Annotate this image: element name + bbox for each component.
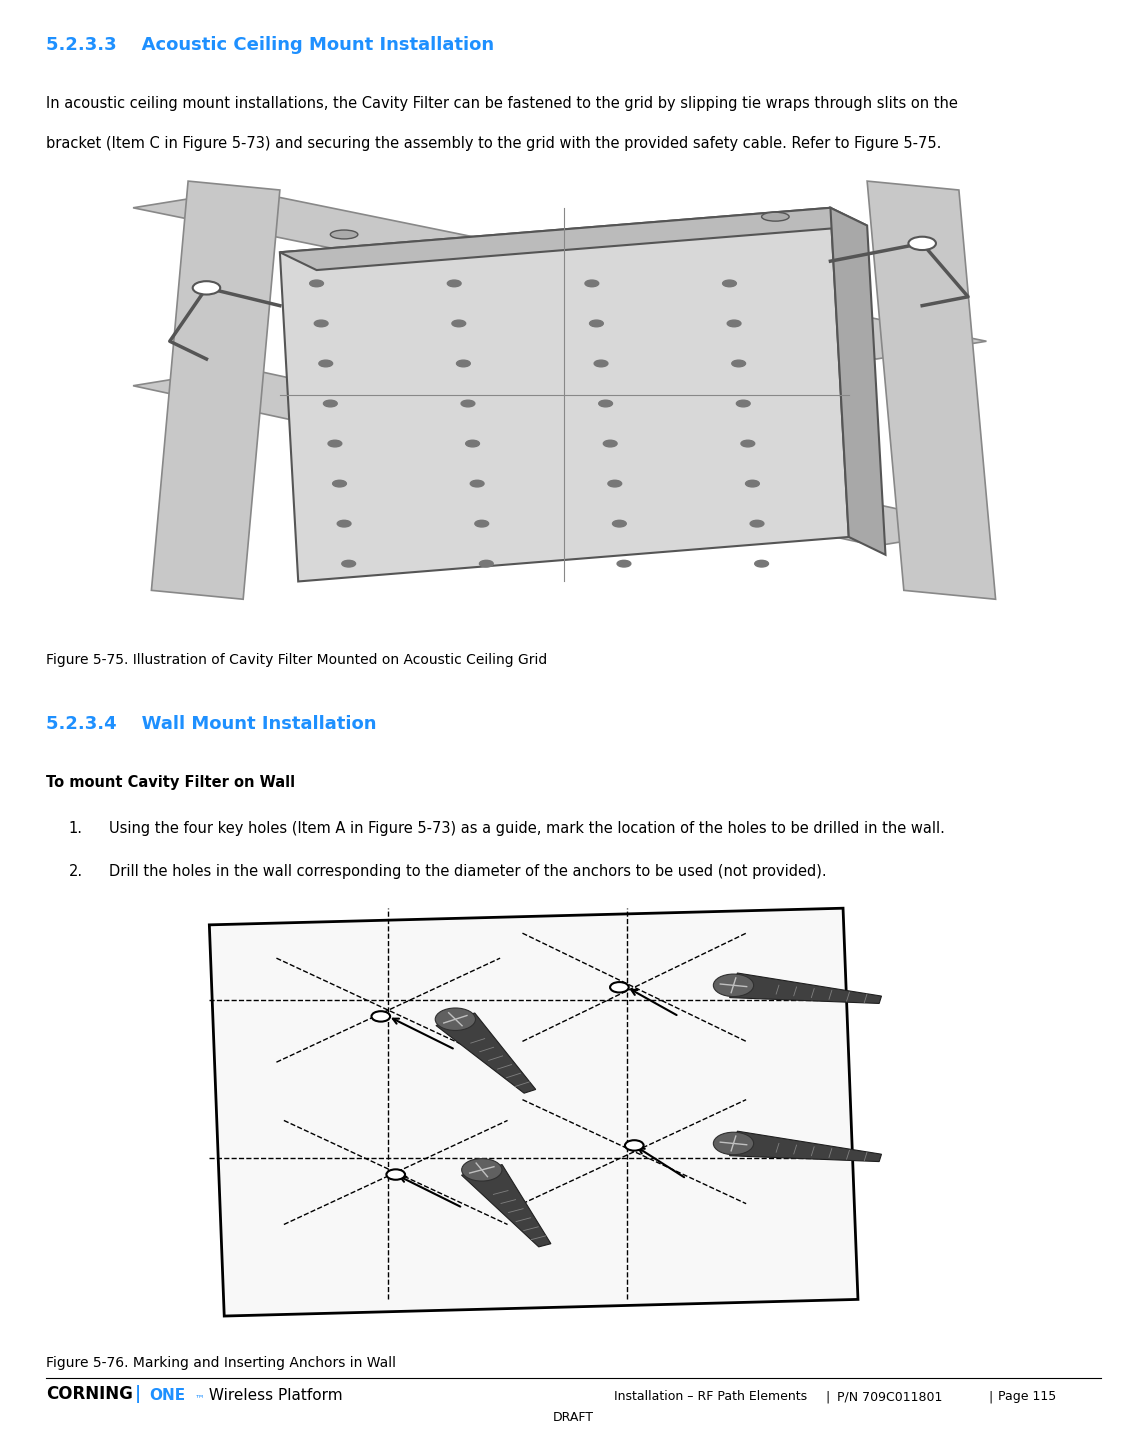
Ellipse shape bbox=[625, 1141, 643, 1151]
Polygon shape bbox=[461, 1165, 551, 1247]
Ellipse shape bbox=[193, 281, 220, 294]
Text: Figure 5-76. Marking and Inserting Anchors in Wall: Figure 5-76. Marking and Inserting Ancho… bbox=[46, 1356, 396, 1370]
Ellipse shape bbox=[461, 400, 475, 408]
Ellipse shape bbox=[603, 441, 617, 446]
Ellipse shape bbox=[713, 974, 754, 996]
Text: |: | bbox=[826, 1391, 830, 1403]
Polygon shape bbox=[830, 208, 885, 555]
Ellipse shape bbox=[736, 400, 750, 408]
Ellipse shape bbox=[746, 481, 759, 486]
Ellipse shape bbox=[314, 320, 328, 327]
Ellipse shape bbox=[755, 560, 768, 567]
Ellipse shape bbox=[372, 1012, 390, 1022]
Polygon shape bbox=[133, 189, 986, 359]
Text: |: | bbox=[989, 1391, 993, 1403]
Polygon shape bbox=[133, 367, 986, 545]
Text: ONE: ONE bbox=[149, 1389, 185, 1403]
Ellipse shape bbox=[457, 360, 470, 367]
Ellipse shape bbox=[617, 560, 631, 567]
Text: 2.: 2. bbox=[69, 864, 83, 878]
Ellipse shape bbox=[590, 320, 603, 327]
Ellipse shape bbox=[435, 1007, 476, 1030]
Text: Wireless Platform: Wireless Platform bbox=[204, 1389, 343, 1403]
Ellipse shape bbox=[337, 521, 351, 527]
Ellipse shape bbox=[475, 521, 489, 527]
Polygon shape bbox=[436, 1013, 536, 1093]
Ellipse shape bbox=[732, 360, 746, 367]
Ellipse shape bbox=[466, 441, 479, 446]
Text: |: | bbox=[135, 1385, 141, 1403]
Ellipse shape bbox=[342, 560, 356, 567]
Ellipse shape bbox=[479, 560, 493, 567]
Ellipse shape bbox=[727, 320, 741, 327]
Text: Figure 5-75. Illustration of Cavity Filter Mounted on Acoustic Ceiling Grid: Figure 5-75. Illustration of Cavity Filt… bbox=[46, 653, 547, 667]
Text: DRAFT: DRAFT bbox=[553, 1411, 594, 1424]
Ellipse shape bbox=[319, 360, 333, 367]
Ellipse shape bbox=[908, 237, 936, 250]
Ellipse shape bbox=[608, 481, 622, 486]
Polygon shape bbox=[729, 1131, 882, 1161]
Polygon shape bbox=[209, 908, 858, 1316]
Ellipse shape bbox=[462, 1158, 502, 1181]
Ellipse shape bbox=[594, 360, 608, 367]
Text: In acoustic ceiling mount installations, the Cavity Filter can be fastened to th: In acoustic ceiling mount installations,… bbox=[46, 96, 958, 110]
Ellipse shape bbox=[470, 481, 484, 486]
Polygon shape bbox=[280, 208, 849, 581]
Text: To mount Cavity Filter on Wall: To mount Cavity Filter on Wall bbox=[46, 775, 295, 789]
Ellipse shape bbox=[387, 1170, 405, 1180]
Ellipse shape bbox=[447, 280, 461, 287]
Ellipse shape bbox=[610, 982, 629, 993]
Text: P/N 709C011801: P/N 709C011801 bbox=[837, 1391, 943, 1403]
Polygon shape bbox=[867, 181, 996, 600]
Text: Using the four key holes (Item A in Figure 5-73) as a guide, mark the location o: Using the four key holes (Item A in Figu… bbox=[109, 821, 945, 835]
Text: 5.2.3.3    Acoustic Ceiling Mount Installation: 5.2.3.3 Acoustic Ceiling Mount Installat… bbox=[46, 36, 494, 55]
Ellipse shape bbox=[723, 280, 736, 287]
Ellipse shape bbox=[599, 400, 612, 408]
Ellipse shape bbox=[333, 481, 346, 486]
Text: 1.: 1. bbox=[69, 821, 83, 835]
Ellipse shape bbox=[310, 280, 323, 287]
Ellipse shape bbox=[750, 521, 764, 527]
Ellipse shape bbox=[330, 230, 358, 238]
Text: 5.2.3.4    Wall Mount Installation: 5.2.3.4 Wall Mount Installation bbox=[46, 715, 376, 733]
Ellipse shape bbox=[323, 400, 337, 408]
Ellipse shape bbox=[452, 320, 466, 327]
Ellipse shape bbox=[328, 441, 342, 446]
Ellipse shape bbox=[713, 1132, 754, 1155]
Text: Page 115: Page 115 bbox=[998, 1391, 1056, 1403]
Ellipse shape bbox=[612, 521, 626, 527]
Ellipse shape bbox=[741, 441, 755, 446]
Ellipse shape bbox=[762, 212, 789, 221]
Text: ™: ™ bbox=[195, 1393, 205, 1403]
Ellipse shape bbox=[585, 280, 599, 287]
Polygon shape bbox=[729, 973, 882, 1003]
Text: CORNING: CORNING bbox=[46, 1385, 133, 1403]
Text: Drill the holes in the wall corresponding to the diameter of the anchors to be u: Drill the holes in the wall correspondin… bbox=[109, 864, 827, 878]
Text: Installation – RF Path Elements: Installation – RF Path Elements bbox=[614, 1391, 806, 1403]
Text: bracket (Item C in Figure 5-73) and securing the assembly to the grid with the p: bracket (Item C in Figure 5-73) and secu… bbox=[46, 136, 942, 151]
Polygon shape bbox=[280, 208, 867, 270]
Polygon shape bbox=[151, 181, 280, 600]
